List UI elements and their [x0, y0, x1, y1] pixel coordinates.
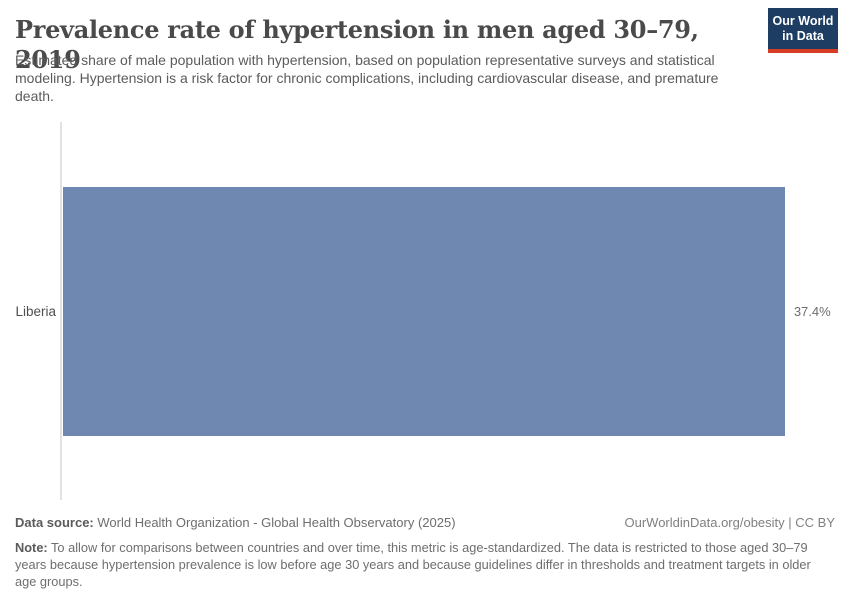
chart-subtitle: Estimated share of male population with …	[15, 52, 719, 104]
note-text: To allow for comparisons between countri…	[15, 540, 811, 589]
bar-row: 37.4%	[63, 187, 835, 436]
owid-logo-line1: Our World	[772, 14, 834, 28]
owid-logo[interactable]: Our World in Data	[768, 8, 838, 53]
note-label: Note:	[15, 540, 48, 555]
bar[interactable]	[63, 187, 785, 436]
owid-logo-line2: in Data	[782, 29, 824, 43]
data-source-line: Data source: World Health Organization -…	[15, 515, 456, 531]
value-label: 37.4%	[793, 304, 831, 319]
entity-label: Liberia	[15, 304, 56, 319]
data-source-text: World Health Organization - Global Healt…	[97, 515, 456, 530]
footer-row: Data source: World Health Organization -…	[15, 515, 835, 531]
license-link[interactable]: OurWorldinData.org/obesity | CC BY	[624, 515, 836, 530]
page-title: Prevalence rate of hypertension in men a…	[15, 15, 699, 74]
y-axis-line	[60, 122, 62, 500]
data-source-label: Data source:	[15, 515, 94, 530]
chart-footer: Data source: World Health Organization -…	[15, 515, 835, 590]
footer-note: Note: To allow for comparisons between c…	[15, 539, 835, 590]
bar-chart: Liberia 37.4%	[0, 122, 850, 500]
